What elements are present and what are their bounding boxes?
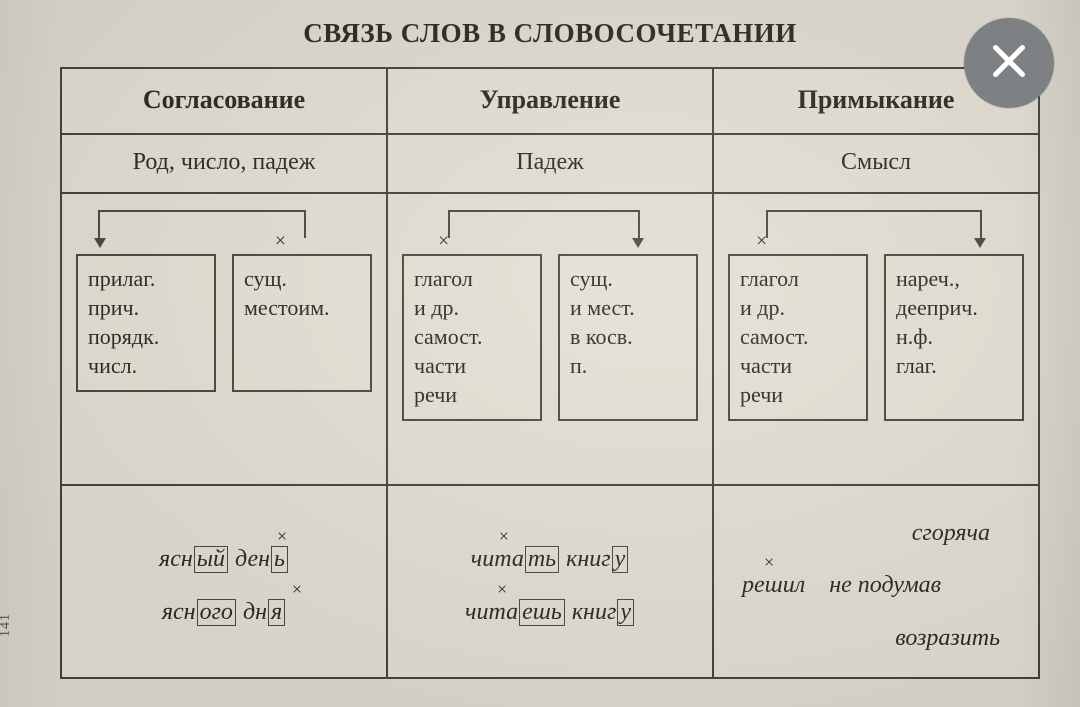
dependent-box: сущ. и мест. в косв. п. — [558, 254, 698, 421]
example-phrase: × ясного дня — [162, 579, 286, 631]
diagram-cell: × прилаг. прич. порядк. числ. сущ. место… — [61, 193, 387, 485]
example-suffix: ый — [194, 546, 228, 573]
example-stem: ден — [235, 546, 270, 572]
example-dep-word: не подумав — [829, 572, 941, 598]
page-root: СВЯЗЬ СЛОВ В СЛОВОСОЧЕТАНИИ Согласование… — [0, 0, 1080, 707]
col-header: Управление — [387, 68, 713, 134]
table-row: Род, число, падеж Падеж Смысл — [61, 134, 1039, 193]
examples-cell: сгоряча × решил не подумав возразить — [713, 485, 1039, 678]
example-phrase: × ясный день — [159, 526, 289, 578]
cross-marker: × — [756, 230, 767, 253]
examples-cell: × читать книгу × читаешь книгу — [387, 485, 713, 678]
table-row: × прилаг. прич. порядк. числ. сущ. место… — [61, 193, 1039, 485]
cross-marker: × — [277, 522, 287, 551]
example-stem: ясн — [162, 599, 196, 625]
dependent-box: нареч., дееприч. н.ф. глаг. — [884, 254, 1024, 421]
example-word: сгоряча — [912, 500, 990, 552]
example-stem: книг — [566, 546, 611, 572]
col-header: Согласование — [61, 68, 387, 134]
table-row: Согласование Управление Примыкание — [61, 68, 1039, 134]
example-stem: дн — [243, 599, 267, 625]
word-pair: × прилаг. прич. порядк. числ. сущ. место… — [62, 254, 386, 392]
cross-marker: × — [497, 575, 507, 604]
example-stem: ясн — [159, 546, 193, 572]
example-suffix: у — [617, 599, 634, 626]
examples-cell: × ясный день × ясного дня — [61, 485, 387, 678]
dependent-box: прилаг. прич. порядк. числ. — [76, 254, 216, 392]
diagram-cell: × глагол и др. самост. части речи сущ. и… — [387, 193, 713, 485]
example-stem: чита — [471, 546, 524, 572]
table-row: × ясный день × ясного дня — [61, 485, 1039, 678]
col-subheader: Род, число, падеж — [61, 134, 387, 193]
dependency-arrow — [448, 210, 640, 238]
example-stem: книг — [572, 599, 617, 625]
main-word-box: сущ. местоим. — [232, 254, 372, 392]
cross-marker: × — [292, 575, 302, 604]
main-word-box: глагол и др. самост. части речи — [728, 254, 868, 421]
example-suffix: ого — [197, 599, 236, 626]
word-pair: × глагол и др. самост. части речи сущ. и… — [388, 254, 712, 421]
cross-marker: × — [275, 230, 286, 253]
close-button[interactable] — [964, 18, 1054, 108]
main-table: Согласование Управление Примыкание Род, … — [60, 67, 1040, 679]
cross-marker: × — [438, 230, 449, 253]
example-phrase: × читать книгу — [471, 526, 630, 578]
example-word: возразить — [895, 605, 1000, 657]
example-suffix: ть — [525, 546, 559, 573]
example-phrase: × решил не подумав — [742, 552, 941, 604]
example-phrase: × читаешь книгу — [465, 579, 635, 631]
word-pair: × глагол и др. самост. части речи нареч.… — [714, 254, 1038, 421]
dependency-arrow — [766, 210, 982, 238]
example-suffix: я — [268, 599, 285, 626]
col-subheader: Смысл — [713, 134, 1039, 193]
cross-marker: × — [764, 548, 774, 577]
main-word-box: глагол и др. самост. части речи — [402, 254, 542, 421]
col-subheader: Падеж — [387, 134, 713, 193]
diagram-cell: × глагол и др. самост. части речи нареч.… — [713, 193, 1039, 485]
example-suffix: у — [612, 546, 629, 573]
example-suffix: ешь — [519, 599, 565, 626]
page-title: СВЯЗЬ СЛОВ В СЛОВОСОЧЕТАНИИ — [60, 18, 1040, 49]
example-stem: чита — [465, 599, 518, 625]
page-number: 141 — [0, 613, 14, 637]
close-icon — [986, 38, 1032, 89]
cross-marker: × — [499, 522, 509, 551]
